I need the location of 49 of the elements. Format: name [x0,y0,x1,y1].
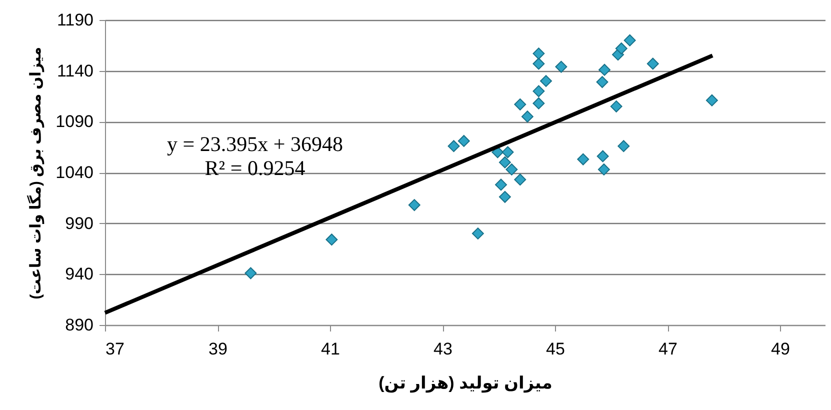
y-tick-label: 940 [65,264,94,284]
annotation: R² = 0.9254 [204,156,306,180]
x-tick-label: 37 [106,340,124,358]
point [646,58,659,70]
point [596,76,608,88]
x-tick-label: 49 [771,340,790,358]
point [577,153,590,166]
annotation: y = 23.395x + 36948 [167,132,343,156]
point [498,156,511,168]
point [472,228,484,240]
point [598,163,610,176]
x-tick-label: 47 [658,340,678,358]
point [596,150,609,162]
point [610,100,622,112]
x-axis-title: میزان تولید (هزار تن) [378,374,552,394]
point [514,98,526,110]
point [706,94,718,106]
point [532,85,545,98]
x-tick-label: 39 [208,340,228,358]
y-tick-label: 1140 [56,61,94,80]
point [618,140,630,152]
point [514,174,526,186]
y-axis-title: میزان مصرف برق (مگا وات ساعت) [26,46,45,300]
point [498,190,511,203]
point [532,48,545,60]
x-tick-label: 41 [321,340,340,358]
point [502,146,514,158]
x-tick-label: 45 [546,340,565,358]
point [521,110,534,123]
point [615,42,628,54]
point [326,234,338,246]
point [598,64,610,76]
y-tick-label: 1190 [56,10,94,30]
point [448,140,460,152]
point [555,60,568,73]
point [408,199,420,212]
y-tick-label: 890 [65,316,94,334]
y-tick-label: 990 [65,214,94,233]
point [532,58,545,70]
y-tick-label: 1040 [56,163,94,182]
y-tick-label: 1090 [56,112,94,132]
x-tick-label: 43 [434,340,452,358]
point [244,267,257,280]
point [624,34,636,46]
point [532,97,545,110]
point [540,75,552,87]
point [458,135,470,147]
point [506,163,518,176]
point [495,178,507,191]
